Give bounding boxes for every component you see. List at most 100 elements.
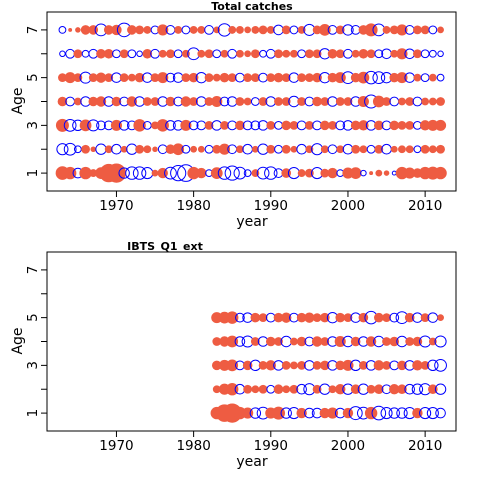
residual-bubble bbox=[350, 336, 361, 347]
residual-bubble bbox=[434, 166, 447, 180]
residual-bubble bbox=[58, 26, 67, 34]
residual-bubble bbox=[173, 49, 183, 59]
residual-bubble bbox=[369, 171, 374, 176]
axes: 1970 1980 1990 2000 2010 1 3 5 7 bbox=[25, 266, 442, 454]
residual-bubble bbox=[351, 49, 360, 58]
x-tick-label: 1980 bbox=[176, 438, 210, 454]
residual-bubble bbox=[243, 169, 252, 178]
residual-bubble bbox=[166, 49, 175, 59]
residual-bubble bbox=[342, 407, 354, 419]
residual-bubble bbox=[297, 97, 307, 106]
residual-bubble bbox=[281, 144, 291, 154]
residual-bubble bbox=[396, 48, 408, 60]
panel-title: IBTS_Q1_ext bbox=[127, 240, 203, 253]
residual-bubble bbox=[434, 358, 447, 372]
residual-bubble bbox=[281, 360, 291, 370]
residual-bubble bbox=[104, 73, 114, 83]
residual-bubble bbox=[280, 407, 292, 419]
residual-bubble bbox=[204, 25, 214, 35]
residual-bubble bbox=[235, 120, 245, 131]
residual-bubble bbox=[180, 119, 192, 131]
residual-bubble bbox=[427, 359, 439, 372]
residual-bubble bbox=[304, 312, 315, 323]
residual-bubble bbox=[63, 142, 77, 156]
residual-bubble bbox=[396, 72, 408, 84]
residual-bubble bbox=[211, 95, 223, 108]
residual-bubble bbox=[165, 72, 176, 83]
residual-bubble bbox=[273, 312, 284, 323]
residual-bubble bbox=[419, 407, 432, 420]
residual-bubble bbox=[357, 95, 369, 108]
residual-bubble bbox=[217, 166, 232, 180]
residual-bubble bbox=[212, 385, 221, 394]
residual-bubble bbox=[428, 384, 438, 395]
residual-bubble bbox=[328, 385, 337, 394]
residual-bubble bbox=[434, 335, 447, 348]
residual-bubble bbox=[250, 97, 260, 106]
x-tick-label: 1990 bbox=[254, 438, 288, 454]
residual-bubble bbox=[374, 384, 384, 395]
residual-bubble bbox=[157, 24, 169, 36]
residual-bubble bbox=[164, 166, 177, 180]
residual-bubble bbox=[398, 97, 406, 106]
residual-bubble bbox=[434, 383, 447, 395]
residual-bubble bbox=[437, 26, 444, 34]
residual-bubble bbox=[336, 145, 345, 154]
residual-bubble bbox=[335, 384, 346, 395]
residual-bubble bbox=[382, 25, 391, 34]
residual-bubble bbox=[405, 145, 414, 154]
residual-bubble bbox=[281, 312, 292, 323]
residual-bubble bbox=[197, 49, 206, 58]
residual-bubble bbox=[219, 72, 230, 83]
residual-bubble bbox=[374, 120, 384, 131]
residual-bubble bbox=[68, 27, 73, 32]
residual-bubble bbox=[358, 312, 369, 323]
residual-bubble bbox=[372, 95, 385, 108]
residual-bubble bbox=[312, 313, 322, 323]
x-axis-label: year bbox=[236, 454, 267, 470]
residual-bubble bbox=[258, 97, 268, 106]
residual-bubble bbox=[172, 143, 185, 156]
residual-bubble bbox=[389, 384, 400, 395]
residual-bubble bbox=[372, 71, 386, 85]
residual-bubble bbox=[235, 97, 245, 106]
residual-bubble bbox=[398, 145, 406, 154]
residual-bubble bbox=[281, 120, 292, 131]
residual-bubble bbox=[90, 146, 97, 153]
residual-bubble bbox=[312, 360, 322, 370]
residual-bubble bbox=[151, 169, 159, 177]
residual-bubble bbox=[420, 49, 430, 59]
residual-bubble bbox=[258, 72, 268, 83]
residual-bubble bbox=[304, 73, 314, 83]
residual-bubble bbox=[143, 25, 152, 34]
residual-bubble bbox=[420, 25, 430, 35]
residual-bubble bbox=[226, 335, 239, 348]
residual-bubble bbox=[63, 118, 77, 132]
residual-bubble bbox=[189, 25, 198, 34]
residual-bubble bbox=[266, 144, 276, 154]
residual-bubble bbox=[428, 73, 437, 82]
residual-bubble bbox=[437, 50, 444, 58]
residual-bubble bbox=[118, 167, 130, 179]
residual-bubble bbox=[196, 167, 207, 179]
residual-bubble bbox=[390, 145, 398, 153]
residual-bubble bbox=[383, 170, 390, 176]
residual-bubble bbox=[296, 407, 307, 419]
residual-bubble bbox=[382, 97, 391, 106]
residual-bubble bbox=[258, 360, 268, 370]
residual-bubble bbox=[397, 384, 407, 395]
residual-bubble bbox=[297, 169, 306, 178]
residual-bubble bbox=[389, 120, 400, 131]
bubble-marks bbox=[210, 310, 447, 423]
residual-bubble bbox=[296, 120, 307, 131]
residual-bubble bbox=[150, 97, 160, 106]
residual-bubble bbox=[189, 97, 199, 106]
residual-bubble bbox=[235, 72, 245, 83]
residual-bubble bbox=[135, 144, 144, 154]
residual-bubble bbox=[290, 145, 298, 153]
residual-bubble bbox=[319, 407, 331, 419]
residual-bubble bbox=[220, 120, 229, 130]
residual-bubble bbox=[289, 120, 299, 130]
residual-bubble bbox=[419, 120, 431, 131]
x-tick-label: 2010 bbox=[408, 198, 442, 214]
